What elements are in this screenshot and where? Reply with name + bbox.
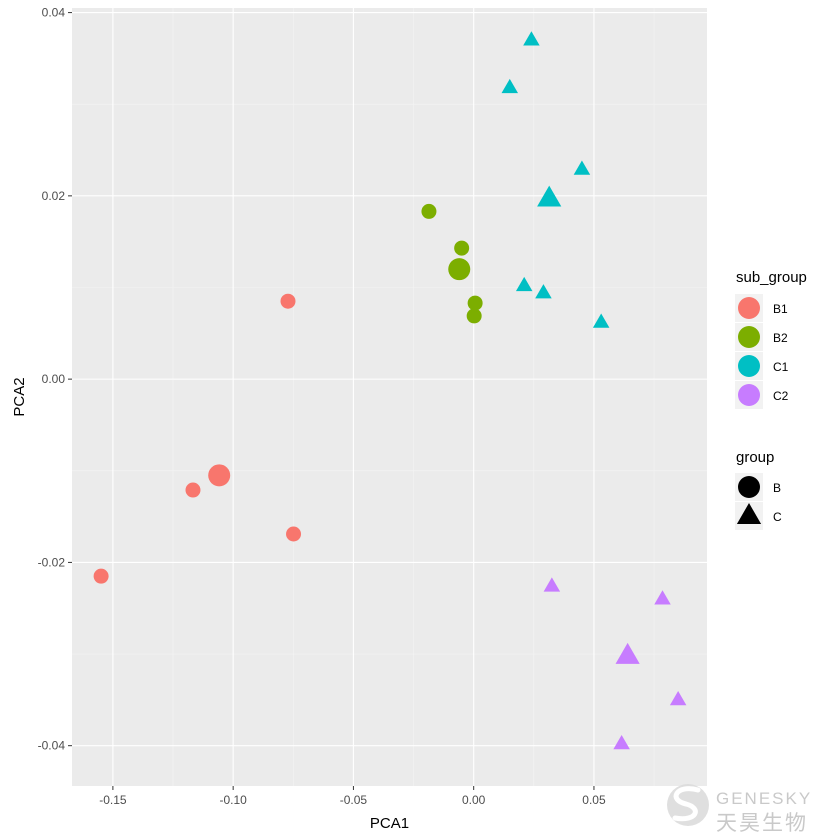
data-point-C1 [501, 78, 519, 94]
series-B2 [421, 203, 483, 324]
legend-entry-C: C [735, 502, 782, 530]
watermark-latin: GENESKY [716, 789, 812, 808]
legend-title: group [736, 449, 774, 466]
x-tick-label: -0.15 [99, 793, 127, 807]
x-tick-label: -0.05 [340, 793, 368, 807]
data-point-B2 [467, 295, 483, 311]
centroid-point-C1 [537, 185, 562, 207]
y-tick-label: 0.00 [42, 372, 66, 386]
data-point-C2 [543, 577, 561, 592]
data-point-C1 [523, 31, 540, 46]
legend-key-circle-icon [738, 384, 760, 406]
legend-label: B1 [773, 302, 788, 316]
centroid-point-B1 [208, 464, 231, 487]
series-B1 [93, 293, 302, 584]
legend-label: B [773, 481, 781, 495]
legend-entry-B1: B1 [735, 294, 788, 322]
legend-key-circle-icon [738, 297, 760, 319]
legend-entry-B: B [735, 473, 781, 501]
y-tick-label: 0.02 [42, 189, 66, 203]
data-point-B1 [280, 293, 296, 309]
data-point-C1 [535, 284, 552, 299]
legend-key-circle-icon [738, 476, 760, 498]
y-axis-title: PCA2 [11, 377, 28, 416]
x-tick-label: 0.00 [462, 793, 486, 807]
genesky-logo-icon [667, 784, 709, 826]
data-point-C1 [592, 313, 610, 328]
series-C2 [543, 577, 687, 750]
data-point-B1 [286, 526, 302, 542]
data-point-B2 [466, 308, 482, 324]
y-tick-label: -0.02 [38, 555, 66, 569]
x-tick-label: 0.05 [582, 793, 606, 807]
legend-entry-B2: B2 [735, 323, 788, 351]
legend-key-circle-icon [738, 355, 760, 377]
legend-key-triangle-icon [736, 503, 762, 524]
data-point-C2 [613, 735, 630, 750]
x-tick-label: -0.10 [219, 793, 247, 807]
data-points [93, 31, 687, 750]
y-tick-label: -0.04 [38, 739, 66, 753]
legend-entry-C2: C2 [735, 381, 789, 409]
legend-entry-C1: C1 [735, 352, 789, 380]
legend-key-circle-icon [738, 326, 760, 348]
legend-label: C2 [773, 389, 789, 403]
centroid-point-C2 [615, 642, 640, 664]
data-point-C1 [573, 160, 591, 175]
watermark-chinese: 天昊生物 [716, 811, 808, 835]
legend-label: B2 [773, 331, 788, 345]
legend-title: sub_group [736, 269, 807, 286]
data-point-B2 [454, 240, 470, 256]
plot-panel [72, 8, 707, 786]
data-point-B1 [93, 568, 109, 584]
y-tick-label: 0.04 [42, 6, 66, 20]
legend-label: C1 [773, 360, 789, 374]
centroid-point-B2 [448, 258, 471, 281]
series-C1 [501, 31, 610, 328]
legend-sub_group: sub_group B1 B2 C1 C2 [735, 269, 807, 409]
genesky-watermark: GENESKY 天昊生物 [667, 784, 812, 835]
axis-ticks: -0.15 -0.10 -0.05 0.00 0.05 -0.04 -0.02 0.00 0.0… [38, 6, 606, 807]
data-point-C1 [515, 276, 533, 292]
x-axis-title: PCA1 [370, 815, 409, 832]
legend: sub_group B1 B2 C1 C2 group B C [735, 269, 807, 530]
legend-label: C [773, 510, 782, 524]
data-point-B1 [185, 482, 201, 498]
data-point-C2 [654, 590, 671, 605]
data-point-C2 [669, 691, 687, 706]
data-point-B2 [421, 203, 437, 219]
legend-group: group B C [735, 449, 782, 530]
grid-lines [72, 8, 707, 786]
